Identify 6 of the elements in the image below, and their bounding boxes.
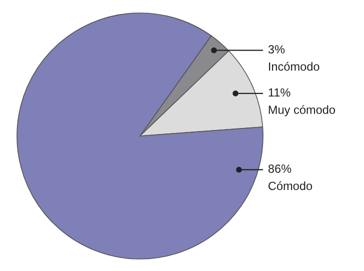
data-label: 11% xyxy=(268,88,290,97)
data-label: 3% xyxy=(268,45,285,54)
data-label: 86% xyxy=(268,164,292,173)
slice-label: Incómodo xyxy=(269,62,320,71)
slice-label: Cómodo xyxy=(268,181,312,190)
slice-label: Muy cómodo xyxy=(268,105,336,116)
